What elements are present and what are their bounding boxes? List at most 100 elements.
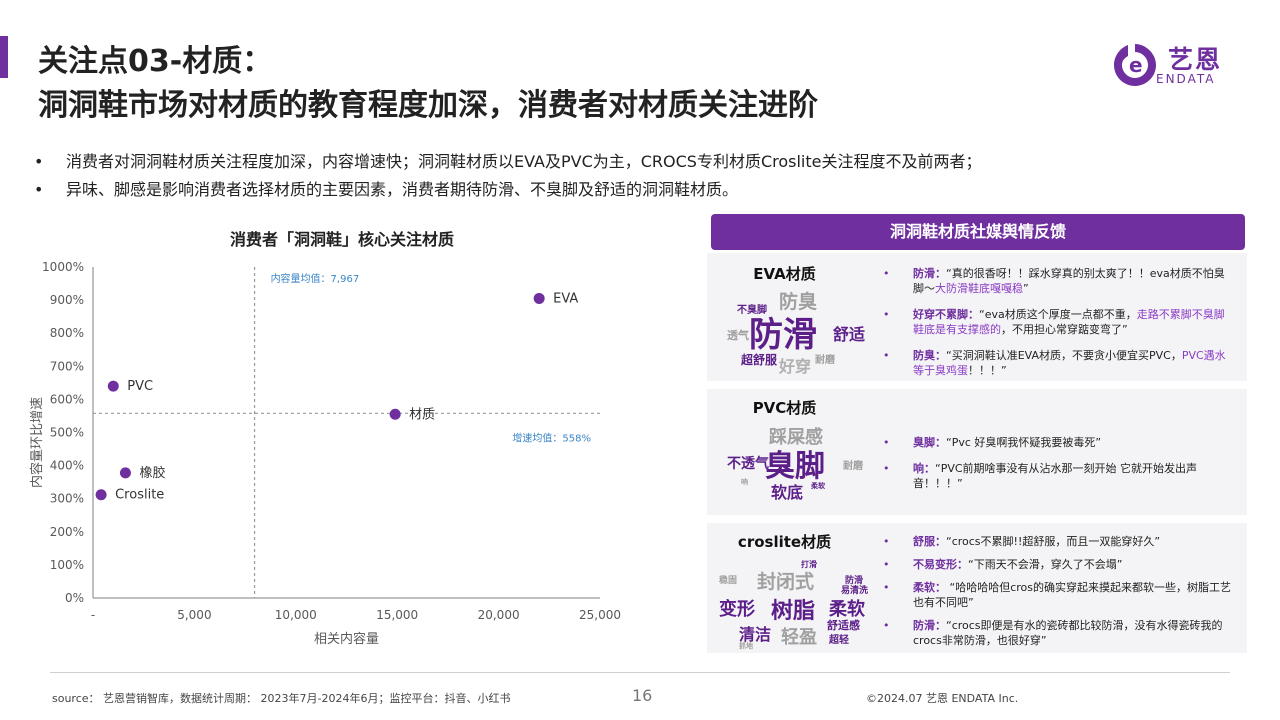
summary-bullet: • 异味、脚感是影响消费者选择材质的主要因素，消费者期待防滑、不臭脚及舒适的洞洞…: [34, 176, 1234, 204]
cloud-word: 超轻: [829, 635, 849, 646]
summary-bullets: • 消费者对洞洞鞋材质关注程度加深，内容增速快；洞洞鞋材质以EVA及PVC为主，…: [34, 148, 1234, 204]
cloud-word: 软底: [771, 483, 804, 502]
bullet-text: 消费者对洞洞鞋材质关注程度加深，内容增速快；洞洞鞋材质以EVA及PVC为主，CR…: [66, 152, 982, 171]
cloud-word: 封闭式: [757, 571, 815, 593]
data-point-label: 材质: [409, 407, 435, 422]
card-title: croslite材质: [737, 533, 832, 551]
word-cloud: 臭脚 踩屎感 不透气 软底 耐磨 柔软 响: [719, 419, 869, 511]
quote-item: • 响：“PVC前期啥事没有从沾水那一刻开始 它就开始发出声音！！！”: [883, 461, 1233, 491]
page-title-line2: 洞洞鞋市场对材质的教育程度加深，消费者对材质关注进阶: [38, 88, 818, 123]
quote-list: • 臭脚：“Pvc 好臭啊我怀疑我要被毒死” • 响：“PVC前期啥事没有从沾水那一…: [883, 435, 1233, 502]
cloud-word: 变形: [719, 599, 755, 620]
quote-bullet: •: [883, 558, 890, 571]
quote-bullet: •: [883, 581, 890, 594]
feedback-card-pvc: PVC材质 臭脚 踩屎感 不透气 软底 耐磨 柔软 响 • 臭脚：“Pvc 好臭啊…: [707, 389, 1247, 515]
quote-bullet: •: [883, 462, 890, 475]
quote-bullet: •: [883, 308, 890, 321]
cloud-word: 耐磨: [843, 461, 863, 472]
card-title: EVA材质: [753, 265, 816, 283]
data-point-label: PVC: [127, 379, 153, 394]
quote-key: 柔软：: [913, 581, 946, 594]
y-tick-label: 1000%: [42, 260, 84, 274]
cloud-word: 稳固: [719, 576, 738, 586]
y-tick-label: 500%: [50, 426, 84, 440]
cloud-word: 柔软: [829, 599, 865, 620]
quote-item: • 防滑：“真的很香呀！！踩水穿真的别太爽了！！eva材质不怕臭脚～大防滑鞋底嘎嘎…: [883, 266, 1233, 296]
quote-text: “crocs即便是有水的瓷砖都比较防滑，没有水得瓷砖我的crocs非常防滑，也很…: [913, 619, 1223, 647]
quote-item: • 防滑：“crocs即便是有水的瓷砖都比较防滑，没有水得瓷砖我的crocs非常防…: [883, 618, 1233, 648]
data-point: [389, 408, 401, 420]
quote-bullet: •: [883, 535, 890, 548]
quote-bullet: •: [883, 619, 890, 632]
quote-highlight: PVC遇水等于臭鸡蛋: [913, 349, 1226, 377]
cloud-word: 树脂: [771, 599, 816, 624]
cloud-word: 防滑: [749, 315, 817, 355]
quote-text: “PVC前期啥事没有从沾水那一刻开始 它就开始发出声音！！！”: [913, 462, 1198, 490]
cloud-word: 易清洗: [841, 586, 869, 596]
cloud-word: 不臭脚: [737, 305, 767, 316]
quote-item: • 臭脚：“Pvc 好臭啊我怀疑我要被毒死”: [883, 435, 1233, 450]
chart-title: 消费者「洞洞鞋」核心关注材质: [229, 230, 454, 249]
quote-key: 臭脚：: [913, 436, 946, 449]
quote-text: “下雨天不会滑，穿久了不会塌”: [968, 558, 1123, 571]
logo-text-en: ENDATA: [1156, 72, 1216, 86]
quote-item: • 舒服：“crocs不累脚!!超舒服，而且一双能穿好久”: [883, 534, 1233, 549]
cloud-word: 防臭: [779, 291, 818, 313]
data-point: [119, 467, 131, 479]
data-point-label: EVA: [553, 291, 578, 306]
quote-key: 防滑：: [913, 619, 946, 632]
cloud-word: 好穿: [779, 357, 812, 376]
quote-bullet: •: [883, 267, 890, 280]
y-tick-label: 100%: [50, 558, 84, 572]
quote-text: “Pvc 好臭啊我怀疑我要被毒死”: [946, 436, 1102, 449]
cloud-word: 打滑: [801, 560, 817, 569]
feedback-card-eva: EVA材质 防滑 防臭 不臭脚 舒适 透气 超舒服 好穿 耐磨 • 防滑：“真的很…: [707, 253, 1247, 381]
quote-key: 响：: [913, 462, 935, 475]
quote-highlight: 走路不累脚不臭脚鞋底是有支撑感的: [913, 308, 1225, 336]
word-cloud: 树脂 封闭式 变形 柔软 清洁 轻盈 舒适感 易清洗 防滑 打滑 稳固 超轻 抓…: [719, 553, 869, 651]
cloud-word: 清洁: [739, 625, 772, 644]
x-mean-label: 内容量均值：7,967: [271, 272, 360, 285]
data-point: [95, 489, 107, 501]
cloud-word: 踩屎感: [769, 427, 823, 448]
footer-divider: [50, 672, 1230, 673]
quote-text: “crocs不累脚!!超舒服，而且一双能穿好久”: [946, 535, 1161, 548]
y-axis-title: 内容量环比增速: [29, 397, 45, 488]
cloud-word: 柔软: [811, 482, 825, 490]
material-scatter-chart: 0% 100% 200% 300% 400% 500% 600% 700% 800% 900% 10…: [29, 260, 621, 647]
footer-source: source： 艺恩营销智库，数据统计周期： 2023年7月-2024年6月；监…: [52, 692, 511, 705]
quote-list: • 舒服：“crocs不累脚!!超舒服，而且一双能穿好久” • 不易变形：“下雨天不…: [883, 534, 1233, 648]
x-tick-label: 25,000: [579, 608, 621, 622]
quote-key: 不易变形：: [913, 558, 968, 571]
quote-tail: ！！！”: [968, 364, 1007, 377]
cloud-word: 舒适: [833, 325, 866, 344]
quote-key: 防滑：: [913, 267, 946, 280]
y-mean-label: 增速均值：558%: [512, 431, 591, 444]
summary-bullet: • 消费者对洞洞鞋材质关注程度加深，内容增速快；洞洞鞋材质以EVA及PVC为主，…: [34, 148, 1234, 176]
y-tick-label: 0%: [65, 591, 84, 605]
page-number: 16: [632, 686, 653, 705]
cloud-word: 臭脚: [765, 449, 825, 484]
quote-item: • 柔软： “哈哈哈哈但cros的确实穿起来摸起来都软一些，树脂工艺也有不同吧”: [883, 580, 1233, 610]
cloud-word: 不透气: [727, 456, 769, 472]
y-tick-label: 200%: [50, 525, 84, 539]
x-tick-label: 20,000: [478, 608, 520, 622]
quote-key: 舒服：: [913, 535, 946, 548]
quote-bullet: •: [883, 349, 890, 362]
x-tick-label: 5,000: [177, 608, 211, 622]
panel-header: 洞洞鞋材质社媒舆情反馈: [711, 214, 1245, 250]
y-tick-label: 400%: [50, 459, 84, 473]
quote-item: • 好穿不累脚：“eva材质这个厚度一点都不重，走路不累脚不臭脚鞋底是有支撑感的，…: [883, 307, 1233, 337]
quote-tail: ”: [1023, 282, 1029, 295]
title-accent-bar: [0, 36, 8, 78]
cloud-word: 舒适感: [827, 619, 860, 632]
y-tick-label: 700%: [50, 359, 84, 373]
quote-text: “真的很香呀！！踩水穿真的别太爽了！！eva材质不怕臭脚～: [913, 267, 1225, 295]
quote-item: • 防臭：“买洞洞鞋认准EVA材质，不要贪小便宜买PVC，PVC遇水等于臭鸡蛋！！…: [883, 348, 1233, 378]
data-point: [533, 292, 545, 304]
cloud-word: 耐磨: [815, 355, 835, 366]
cloud-word: 轻盈: [781, 627, 817, 648]
quote-highlight: 大防滑鞋底嘎嘎稳: [935, 282, 1023, 295]
quote-bullet: •: [883, 436, 890, 449]
y-tick-label: 900%: [50, 293, 84, 307]
